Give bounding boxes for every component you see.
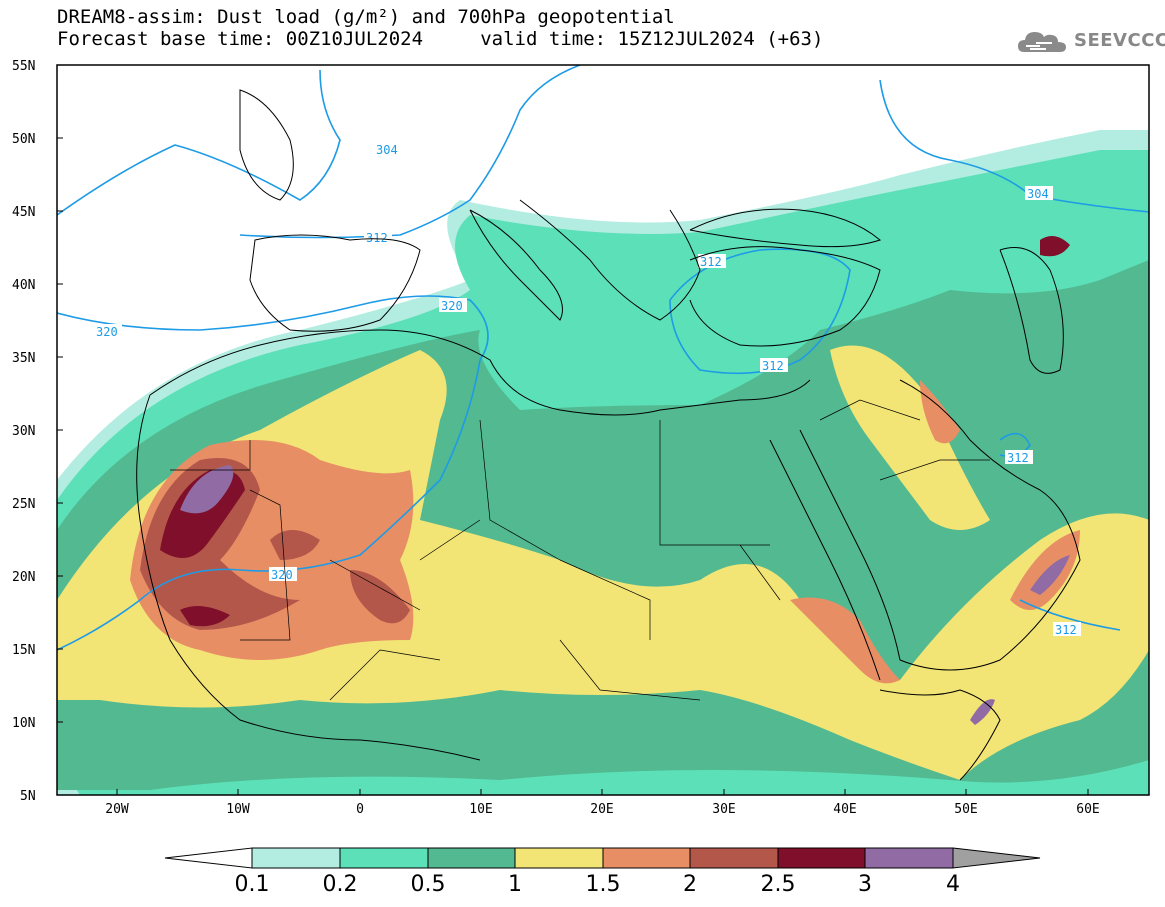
colorbar-label: 4 [946,872,960,897]
lat-tick-label: 55N [12,59,35,74]
colorbar-label: 2 [683,872,697,897]
lon-tick-label: 50E [954,802,977,817]
colorbar-swatch [602,847,691,869]
dust-level-1.5-oman [1010,530,1080,610]
lat-tick-label: 20N [12,570,35,585]
colorbar-swatch [339,847,429,869]
contour-312-mid [239,65,581,239]
colorbar-label: 1.5 [586,872,621,897]
coastlines [136,89,1081,781]
lon-tick-label: 40E [833,802,856,817]
lat-tick-label: 30N [12,424,35,439]
colorbar-swatch [689,847,779,869]
coast-italy [469,209,563,321]
lon-tick-label: 20E [590,802,613,817]
contour-label: 304 [1027,187,1049,201]
colorbar-swatch [864,847,954,869]
dust-level-3-b [1030,555,1070,595]
lon-tick-label: 10E [469,802,492,817]
coast-horn [879,689,1001,781]
colorbar-swatch [427,847,516,869]
contour-304-east [879,79,1149,213]
contour-labels: 304 304 312 312 312 312 312 320 320 320 [94,142,1081,637]
coast-balkans [519,199,701,321]
dust-level-3 [180,465,234,514]
lon-tick-label: 0 [356,802,364,817]
dust-level-1-arabia [830,345,990,530]
lon-tick-label: 30E [712,802,735,817]
colorbar-label: 1 [508,872,522,897]
contour-312-east [669,248,851,375]
contour-312-west [57,295,489,361]
coast-turkey [689,246,881,347]
dust-level-1.5-redsea [790,597,900,684]
contour-304-west [57,69,341,216]
contour-320 [57,359,481,651]
colorbar-high-arrow [952,847,1041,869]
contour-label: 312 [762,359,784,373]
dust-level-2c [350,570,410,624]
colorbar-label: 2.5 [761,872,796,897]
colorbar-label: 0.2 [323,872,358,897]
coast-arabia [899,379,1081,671]
colorbar: 0.1 0.2 0.5 1 1.5 2 2.5 3 4 [164,847,1041,897]
colorbar-label: 0.1 [235,872,270,897]
coast-black-sea [689,208,882,248]
contour-label: 304 [376,143,398,157]
colorbar-label: 3 [858,872,872,897]
lat-tick-label: 15N [12,643,35,658]
colorbar-swatch [514,847,604,869]
contour-label: 312 [1055,623,1077,637]
dust-field [57,65,1149,795]
contour-label: 312 [1007,451,1029,465]
dust-level-2.5-c [1040,236,1070,257]
lat-tick-label: 45N [12,205,35,220]
contour-label: 312 [700,255,722,269]
lat-axis: 55N 50N 45N 40N 35N 30N 25N 20N 15N 10N … [12,59,63,804]
dust-map: 304 304 312 312 312 312 312 320 320 320 [12,59,1150,817]
contour-label: 320 [96,325,118,339]
coast-caspian [999,247,1064,374]
contour-label: 320 [271,568,293,582]
dust-level-2.5-b [180,606,230,627]
country-borders [170,399,990,701]
map-subtitle: Forecast base time: 00Z10JUL2024 valid t… [57,28,824,50]
seevccc-logo: SEEVCCC [1016,26,1165,58]
coast-iberia [249,234,421,332]
colorbar-swatch [251,847,341,869]
lat-tick-label: 25N [12,497,35,512]
lat-tick-label: 50N [12,132,35,147]
dust-level-1.5-gulf [920,380,960,444]
coast-britain [239,89,294,201]
lat-tick-label: 10N [12,716,35,731]
map-title: DREAM8-assim: Dust load (g/m²) and 700hP… [57,6,675,28]
colorbar-label: 0.5 [411,872,446,897]
cloud-icon [1018,32,1066,52]
lon-tick-label: 10W [226,802,250,817]
lon-tick-label: 20W [105,802,129,817]
coast-africa-west [136,394,481,761]
lat-tick-label: 5N [20,789,36,804]
lon-tick-label: 60E [1076,802,1099,817]
coast-red-sea [769,429,901,681]
colorbar-low-arrow [164,847,253,869]
coast-africa-north [149,329,811,416]
lon-axis: 20W 10W 0 10E 20E 30E 40E 50E 60E [105,789,1100,817]
lat-tick-label: 40N [12,278,35,293]
logo-text: SEEVCCC [1074,30,1165,51]
contour-label: 312 [366,231,388,245]
contour-label: 320 [441,299,463,313]
colorbar-swatch [777,847,866,869]
geopotential-contours [57,65,1149,651]
lat-tick-label: 35N [12,351,35,366]
